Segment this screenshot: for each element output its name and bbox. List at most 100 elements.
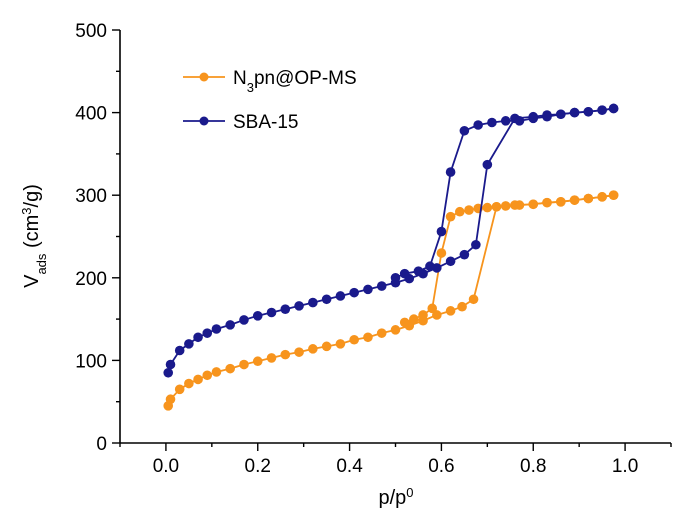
data-point bbox=[597, 105, 607, 115]
x-tick-label: 0.2 bbox=[245, 456, 271, 477]
data-point bbox=[349, 287, 359, 298]
data-point bbox=[335, 339, 346, 349]
data-point bbox=[445, 306, 456, 316]
data-point bbox=[321, 341, 332, 352]
x-tick-label: 0.8 bbox=[520, 456, 546, 477]
data-point bbox=[482, 202, 493, 213]
data-point bbox=[514, 116, 525, 126]
series-line-desorption bbox=[395, 107, 614, 279]
data-point bbox=[280, 349, 291, 360]
x-tick-label: 1.0 bbox=[612, 456, 638, 477]
data-point bbox=[500, 116, 511, 126]
data-point bbox=[363, 332, 373, 343]
data-point bbox=[436, 226, 447, 237]
data-point bbox=[445, 211, 456, 222]
data-point bbox=[445, 256, 456, 267]
data-point bbox=[436, 248, 447, 258]
legend: N3pn@OP-MS SBA-15 bbox=[183, 68, 357, 133]
data-point bbox=[266, 307, 277, 318]
series-1 bbox=[163, 103, 619, 378]
data-point bbox=[202, 370, 213, 381]
data-point bbox=[418, 310, 428, 320]
data-point bbox=[583, 193, 594, 204]
data-point bbox=[491, 201, 502, 212]
data-point bbox=[294, 347, 304, 357]
data-point bbox=[427, 303, 438, 314]
data-point bbox=[174, 384, 185, 395]
data-point bbox=[349, 334, 359, 345]
data-point bbox=[608, 103, 619, 114]
data-point bbox=[193, 374, 203, 385]
data-point bbox=[464, 205, 474, 215]
data-point bbox=[542, 111, 552, 122]
series-line-desorption bbox=[404, 194, 614, 324]
data-point bbox=[211, 367, 222, 377]
data-point bbox=[294, 301, 304, 311]
data-point bbox=[239, 315, 249, 325]
data-point bbox=[597, 192, 607, 202]
data-point bbox=[409, 314, 419, 324]
data-point bbox=[376, 328, 387, 338]
data-point bbox=[471, 239, 481, 250]
data-point bbox=[528, 113, 539, 124]
data-point bbox=[425, 261, 435, 272]
data-point bbox=[457, 301, 467, 312]
x-axis-title: p/p0 bbox=[378, 485, 413, 510]
data-point bbox=[335, 291, 346, 301]
series-line-adsorption bbox=[167, 107, 614, 374]
data-point bbox=[390, 273, 401, 283]
data-point bbox=[542, 197, 552, 208]
data-point bbox=[321, 294, 332, 305]
data-point bbox=[163, 367, 174, 378]
data-point bbox=[308, 344, 318, 354]
data-point bbox=[225, 363, 235, 374]
data-point bbox=[482, 159, 493, 170]
data-point bbox=[583, 106, 594, 117]
data-point bbox=[459, 125, 470, 136]
data-point bbox=[514, 200, 525, 210]
data-point bbox=[454, 206, 465, 217]
legend-swatch-marker bbox=[199, 72, 209, 82]
data-point bbox=[608, 190, 619, 200]
data-point bbox=[252, 310, 263, 321]
data-point bbox=[390, 325, 401, 335]
data-point bbox=[184, 378, 194, 389]
y-tick-label: 500 bbox=[75, 21, 107, 42]
legend-swatch-marker bbox=[199, 116, 209, 126]
data-point bbox=[165, 394, 176, 405]
data-point bbox=[225, 320, 235, 330]
legend-entry-n3pn-op-ms: N3pn@OP-MS bbox=[183, 68, 357, 95]
y-tick-label: 0 bbox=[96, 434, 107, 455]
series-0 bbox=[163, 190, 619, 411]
data-point bbox=[184, 339, 194, 349]
data-point bbox=[174, 345, 185, 356]
data-point bbox=[569, 107, 580, 118]
data-point bbox=[165, 359, 176, 370]
data-point bbox=[376, 281, 387, 291]
data-point bbox=[211, 324, 222, 334]
data-point bbox=[308, 297, 318, 308]
y-axis-title: Vads (cm3/g) bbox=[19, 184, 49, 288]
data-point bbox=[468, 294, 479, 305]
series-line-adsorption bbox=[167, 194, 614, 407]
data-point bbox=[202, 328, 213, 338]
data-point bbox=[473, 120, 483, 130]
data-point bbox=[459, 249, 470, 260]
data-point bbox=[363, 284, 373, 295]
data-point bbox=[528, 199, 539, 210]
data-point bbox=[399, 268, 410, 279]
data-point bbox=[266, 353, 277, 363]
legend-label-sba-15: SBA-15 bbox=[233, 112, 298, 133]
data-point bbox=[413, 266, 424, 276]
data-point bbox=[239, 359, 249, 370]
legend-label-n3pn-op-ms: N3pn@OP-MS bbox=[233, 68, 357, 95]
x-tick-label: 0.0 bbox=[153, 456, 179, 477]
data-point bbox=[556, 109, 566, 120]
data-point bbox=[445, 167, 456, 177]
data-point bbox=[556, 197, 566, 207]
data-point bbox=[280, 304, 291, 314]
data-point bbox=[399, 317, 410, 328]
data-point bbox=[252, 356, 263, 367]
